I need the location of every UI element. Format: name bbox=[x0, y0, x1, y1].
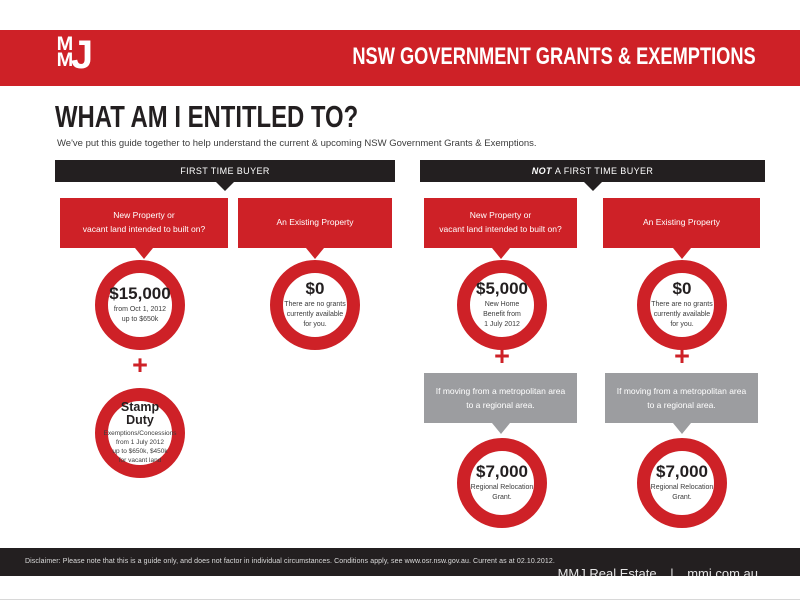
header-bar: M M J NSW GOVERNMENT GRANTS & EXEMPTIONS bbox=[0, 30, 800, 86]
footer-website: mmj.com.au bbox=[687, 566, 758, 576]
logo-m-stack: M M bbox=[56, 34, 74, 71]
down-pointer bbox=[216, 182, 234, 191]
footer-divider: | bbox=[670, 566, 674, 576]
logo-letter-j: J bbox=[70, 33, 94, 77]
grant-circle-7000-c: $7,000 Regional Relocation Grant. bbox=[457, 438, 547, 528]
question-box-new-property-nftb: New Property or vacant land intended to … bbox=[424, 198, 577, 259]
plus-sign: + bbox=[494, 341, 510, 371]
grant-circle-15000: $15,000 from Oct 1, 2012 up to $650k bbox=[95, 260, 185, 350]
footer-brand-name: MMJ Real Estate bbox=[557, 566, 657, 576]
grant-details: There are no grants currently available … bbox=[284, 300, 346, 328]
banner-first-time-buyer-label: FIRST TIME BUYER bbox=[180, 166, 270, 176]
footer-brand: MMJ Real Estate | mmj.com.au bbox=[558, 566, 758, 576]
page-subtitle: We've put this guide together to help un… bbox=[57, 138, 537, 149]
down-pointer bbox=[583, 182, 602, 191]
question-box-existing-property-nftb: An Existing Property bbox=[603, 198, 760, 259]
grant-amount: $5,000 bbox=[476, 278, 528, 298]
question-text: New Property or vacant land intended to … bbox=[439, 210, 562, 234]
question-text: An Existing Property bbox=[642, 217, 720, 228]
banner-not-first-time-buyer: NOT A FIRST TIME BUYER bbox=[420, 160, 765, 191]
stamp-duty-circle: Stamp Duty Exemptions/Concessions from 1… bbox=[95, 388, 185, 478]
mmj-logo: M M J bbox=[56, 33, 94, 77]
question-box-existing-property-ftb: An Existing Property bbox=[238, 198, 392, 259]
condition-box-relocation-c: If moving from a metropolitan area to a … bbox=[424, 373, 577, 434]
question-text: New Property or vacant land intended to … bbox=[82, 210, 206, 234]
grant-details: New Home Benefit from 1 July 2012 bbox=[483, 300, 521, 328]
grant-circle-zero-nftb: $0 There are no grants currently availab… bbox=[637, 260, 727, 350]
banner-first-time-buyer: FIRST TIME BUYER bbox=[55, 160, 395, 191]
grant-amount: $7,000 bbox=[476, 461, 528, 481]
banner-not-first-time-buyer-label: A FIRST TIME BUYER bbox=[554, 166, 654, 176]
disclaimer-text: Disclaimer: Please note that this is a g… bbox=[25, 558, 555, 565]
plus-sign: + bbox=[132, 350, 148, 380]
question-text: An Existing Property bbox=[276, 217, 354, 228]
down-pointer bbox=[135, 248, 153, 259]
grant-amount: $0 bbox=[672, 278, 692, 298]
grant-circle-7000-d: $7,000 Regional Relocation Grant. bbox=[637, 438, 727, 528]
grant-amount: $7,000 bbox=[656, 461, 708, 481]
stamp-duty-title: Stamp Duty bbox=[120, 399, 160, 427]
grant-details: There are no grants currently available … bbox=[651, 300, 713, 328]
condition-text: If moving from a metropolitan area to a … bbox=[435, 385, 566, 410]
down-pointer bbox=[672, 423, 691, 434]
down-pointer bbox=[306, 248, 324, 259]
logo-letter-m1: M bbox=[56, 34, 74, 56]
stamp-duty-details: Exemptions/Concessions from 1 July 2012 … bbox=[103, 429, 177, 465]
plus-sign: + bbox=[674, 341, 690, 371]
grant-amount: $15,000 bbox=[109, 283, 171, 303]
down-pointer bbox=[491, 423, 510, 434]
grant-circle-5000: $5,000 New Home Benefit from 1 July 2012 bbox=[457, 260, 547, 350]
logo-letter-m2: M bbox=[56, 50, 74, 71]
page-title: WHAT AM I ENTITLED TO? bbox=[55, 99, 359, 134]
grant-details: Regional Relocation Grant. bbox=[470, 483, 534, 501]
down-pointer bbox=[672, 248, 691, 259]
header-title: NSW GOVERNMENT GRANTS & EXEMPTIONS bbox=[352, 43, 756, 70]
condition-text: If moving from a metropolitan area to a … bbox=[616, 385, 747, 410]
question-box-new-property-ftb: New Property or vacant land intended to … bbox=[60, 198, 228, 259]
grant-circle-zero-ftb: $0 There are no grants currently availab… bbox=[270, 260, 360, 350]
down-pointer bbox=[491, 248, 510, 259]
footer-bar: Disclaimer: Please note that this is a g… bbox=[0, 548, 800, 576]
grant-amount: $0 bbox=[305, 278, 325, 298]
grant-details: from Oct 1, 2012 up to $650k bbox=[113, 305, 167, 323]
grant-details: Regional Relocation Grant. bbox=[650, 483, 714, 501]
condition-box-relocation-d: If moving from a metropolitan area to a … bbox=[605, 373, 758, 434]
banner-not-emphasis: NOT bbox=[531, 166, 552, 176]
